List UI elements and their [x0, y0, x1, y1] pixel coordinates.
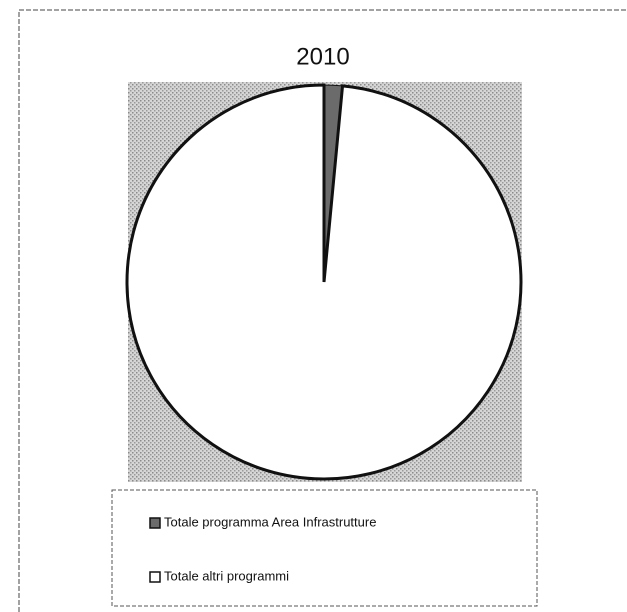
pie-slice [125, 83, 523, 481]
pie [125, 83, 523, 481]
legend: Totale programma Area Infrastrutture Tota… [149, 514, 376, 583]
legend-label: Totale programma Area Infrastrutture [164, 514, 376, 529]
legend-box [111, 489, 538, 607]
legend-swatch [149, 571, 161, 583]
legend-swatch [149, 517, 161, 529]
legend-label: Totale altri programmi [164, 568, 289, 583]
chart-title: 2010 [296, 43, 349, 70]
frame [18, 9, 627, 612]
